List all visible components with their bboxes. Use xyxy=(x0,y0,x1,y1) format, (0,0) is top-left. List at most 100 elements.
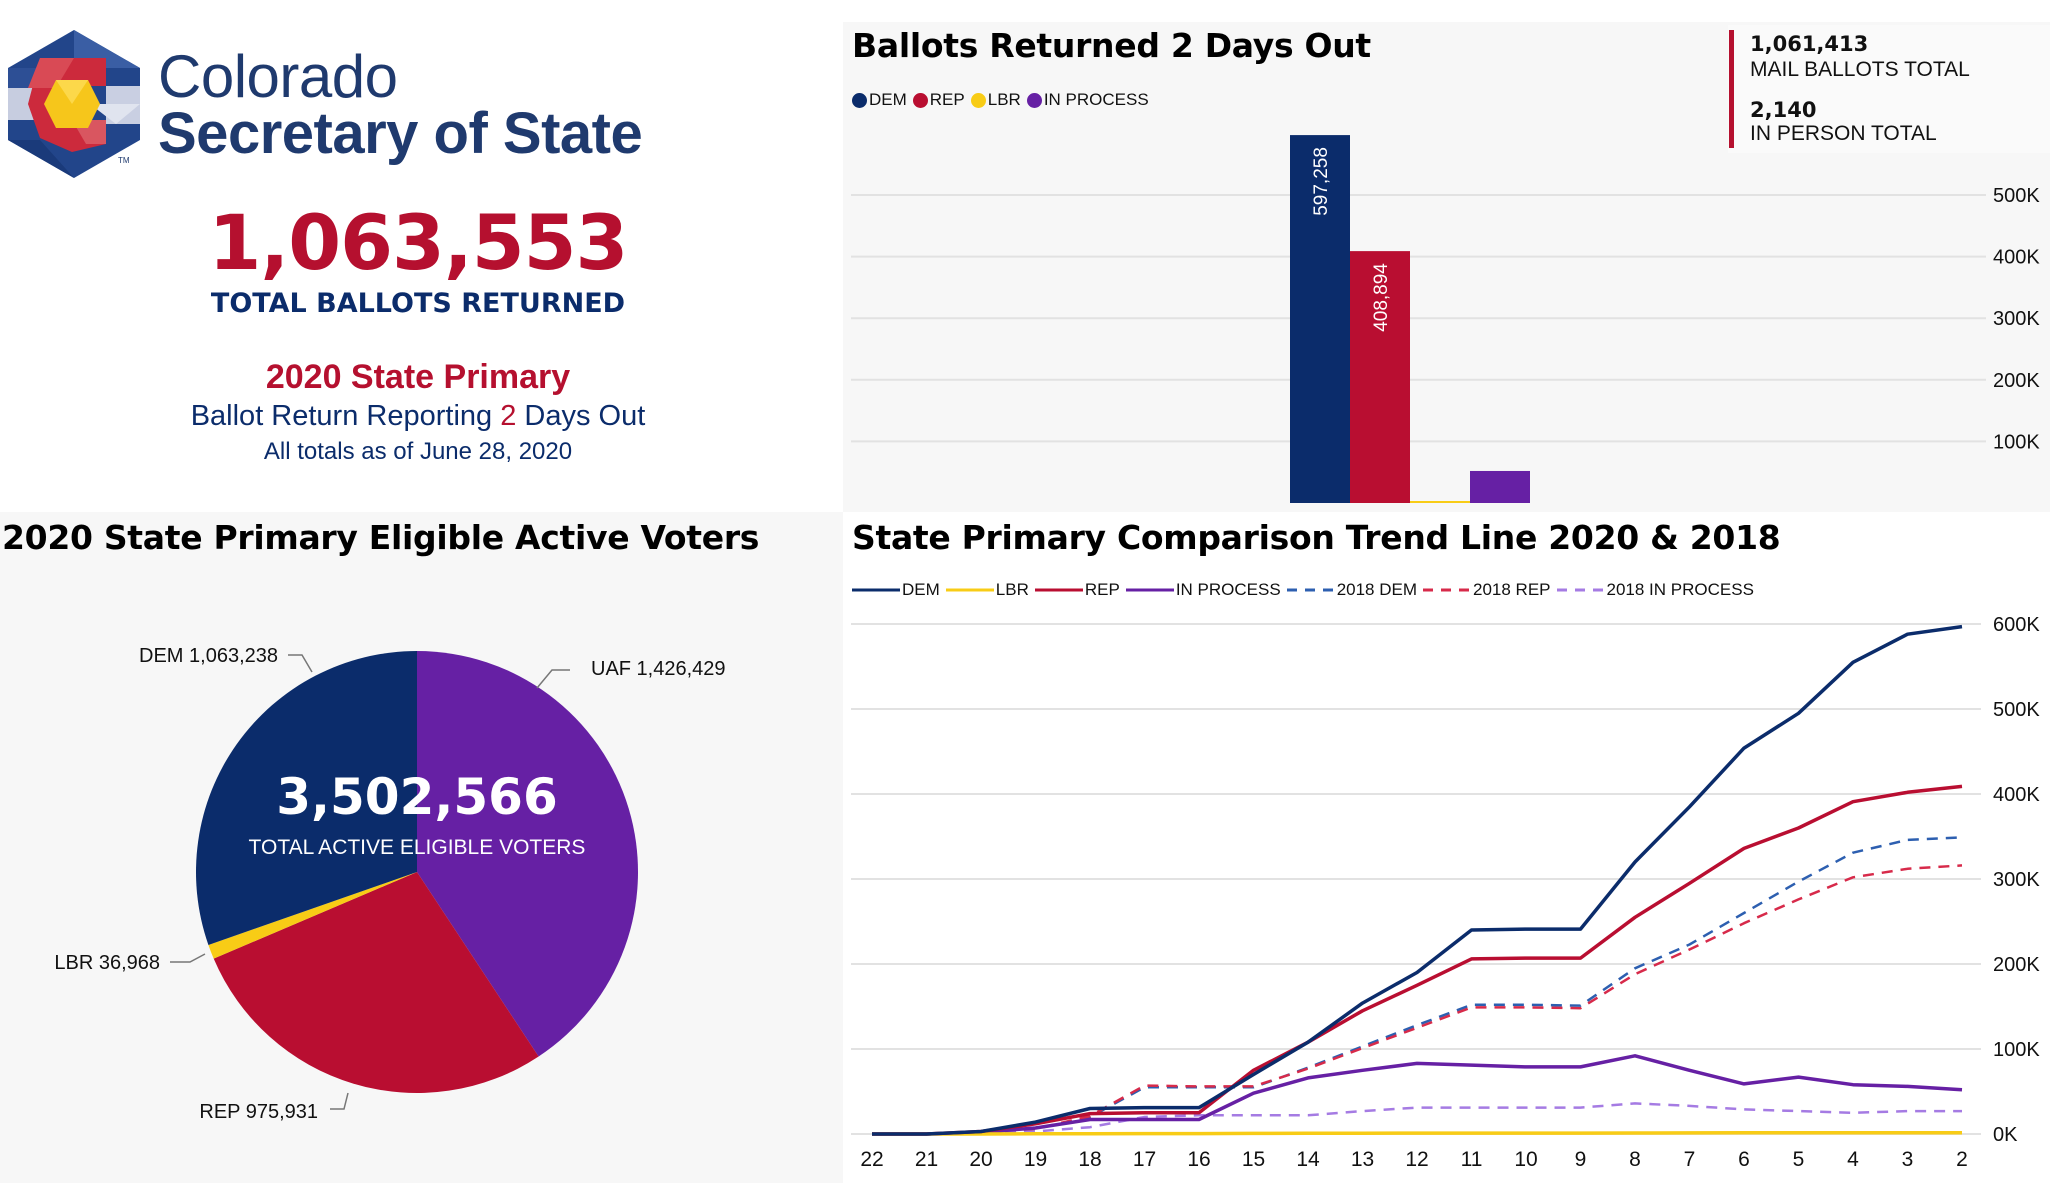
pie-slice-rep[interactable] xyxy=(213,872,539,1093)
legend-item-rep: REP xyxy=(1034,580,1120,600)
series-line-dem[interactable] xyxy=(872,624,1963,1136)
total-ballots-returned-value: 1,063,553 xyxy=(208,198,629,287)
line-x-tick-label: 7 xyxy=(1684,1148,1696,1171)
legend-item-2018-in-process: 2018 IN PROCESS xyxy=(1556,580,1754,600)
bar-dem[interactable] xyxy=(1290,135,1350,503)
legend-item-lbr: LBR xyxy=(945,580,1029,600)
legend-label: REP xyxy=(1084,580,1120,599)
line-x-tick-label: 22 xyxy=(860,1148,883,1171)
summary-panel xyxy=(0,0,843,512)
as-of-date: All totals as of June 28, 2020 xyxy=(263,438,573,465)
pie-slice-lbr[interactable] xyxy=(208,872,417,959)
series-line-lbr[interactable] xyxy=(872,1130,1962,1136)
legend-swatch xyxy=(1556,588,1605,592)
line-x-tick-label: 4 xyxy=(1847,1148,1859,1171)
bar-y-tick-label: 100K xyxy=(1993,431,2040,453)
legend-label: DEM xyxy=(902,580,940,599)
line-x-tick-label: 3 xyxy=(1902,1148,1914,1171)
line-x-tick-label: 6 xyxy=(1738,1148,1750,1171)
info-accent-bar xyxy=(1729,30,1734,148)
bar-chart-legend: DEM REP LBR IN PROCESS xyxy=(852,90,1149,110)
series-line-2018-in-process[interactable] xyxy=(872,1102,1962,1136)
bar-in-process[interactable] xyxy=(1470,470,1530,503)
pie-leader-line xyxy=(288,654,313,673)
legend-swatch xyxy=(1286,588,1335,592)
line-chart-title: State Primary Comparison Trend Line 2020… xyxy=(852,518,1781,557)
legend-item-2018-rep: 2018 REP xyxy=(1423,580,1551,600)
legend-item-lbr: LBR xyxy=(970,90,1021,110)
legend-item-2018-dem: 2018 DEM xyxy=(1286,580,1417,600)
legend-label: LBR xyxy=(987,90,1021,109)
pie-leader-line xyxy=(330,1092,349,1110)
legend-label: LBR xyxy=(995,580,1029,599)
line-x-tick-label: 20 xyxy=(969,1148,992,1171)
legend-item-dem: DEM xyxy=(852,580,940,600)
bar-y-tick-label: 200K xyxy=(1993,370,2040,392)
reporting-subtitle: Ballot Return Reporting 2 Days Out xyxy=(0,400,836,433)
line-x-tick-label: 8 xyxy=(1629,1148,1641,1171)
legend-swatch xyxy=(1034,588,1083,592)
legend-label: REP xyxy=(929,90,965,109)
line-x-tick-label: 14 xyxy=(1296,1148,1320,1171)
line-y-tick-label: 300K xyxy=(1993,869,2040,891)
line-x-tick-label: 17 xyxy=(1133,1148,1156,1171)
legend-label: 2018 IN PROCESS xyxy=(1606,580,1754,599)
pie-chart: UAF 1,426,429 REP 975,931 LBR 36,968 DEM 1,… xyxy=(54,645,726,1123)
series-line-2018-rep[interactable] xyxy=(872,864,1963,1136)
trademark-mark: TM xyxy=(118,156,130,165)
bar-rep[interactable] xyxy=(1350,251,1410,503)
legend-dot-rep xyxy=(912,92,928,108)
legend-item-in-process: IN PROCESS xyxy=(1125,580,1281,600)
org-name-line1: Colorado xyxy=(158,43,398,110)
bar-lbr[interactable] xyxy=(1410,501,1470,503)
line-x-tick-label: 2 xyxy=(1956,1148,1968,1171)
legend-item-in-process: IN PROCESS xyxy=(1026,90,1149,110)
mail-ballots-total-label: MAIL BALLOTS TOTAL xyxy=(1750,58,1970,81)
legend-label: DEM xyxy=(869,90,907,109)
line-chart-legend: DEM LBR REP IN PROCESS 2018 DEM 2018 REP 2018 … xyxy=(852,580,1760,600)
legend-swatch xyxy=(1125,588,1174,592)
pie-label-lbr: LBR 36,968 xyxy=(54,952,160,974)
ballot-type-totals-box xyxy=(1728,25,2050,153)
legend-dot-in-process xyxy=(1026,92,1042,108)
mail-ballots-total-value: 1,061,413 xyxy=(1750,32,1869,56)
line-y-tick-label: 100K xyxy=(1993,1039,2040,1061)
line-x-tick-label: 12 xyxy=(1405,1148,1428,1171)
pie-center-label: TOTAL ACTIVE ELIGIBLE VOTERS xyxy=(249,836,586,859)
line-x-tick-label: 21 xyxy=(915,1148,938,1171)
line-x-tick-label: 15 xyxy=(1242,1148,1265,1171)
line-x-tick-label: 11 xyxy=(1461,1148,1483,1171)
election-title: 2020 State Primary xyxy=(265,358,571,396)
bar-chart: 100K 200K 300K 400K 500K 597,258 408,894 xyxy=(851,135,2040,503)
reporting-prefix: Ballot Return Reporting xyxy=(190,400,501,432)
line-y-tick-label: 400K xyxy=(1993,784,2040,806)
legend-swatch xyxy=(852,588,900,592)
in-person-total-value: 2,140 xyxy=(1750,98,1817,122)
legend-label: IN PROCESS xyxy=(1043,90,1149,109)
legend-item-dem: DEM xyxy=(852,90,907,110)
colorado-logo-icon xyxy=(8,30,140,178)
legend-swatch xyxy=(945,588,994,592)
line-chart: 0K 100K 200K 300K 400K 500K 600K 22 21 20 19 18 17 16… xyxy=(851,614,2040,1171)
pie-slice-dem[interactable] xyxy=(196,651,417,945)
pie-label-rep: REP 975,931 xyxy=(199,1101,318,1123)
pie-label-uaf: UAF 1,426,429 xyxy=(591,658,726,680)
series-line-rep[interactable] xyxy=(872,784,1963,1136)
legend-dot-lbr xyxy=(970,92,986,108)
line-y-tick-label: 600K xyxy=(1993,614,2040,636)
pie-leader-line xyxy=(536,669,570,689)
pie-slice-uaf[interactable] xyxy=(417,651,639,1057)
pie-leader-line xyxy=(170,953,206,963)
line-chart-panel xyxy=(843,512,2050,1204)
line-x-tick-label: 9 xyxy=(1575,1148,1587,1171)
bar-data-label: 597,258 xyxy=(1311,147,1332,216)
in-person-total-label: IN PERSON TOTAL xyxy=(1750,122,1937,145)
reporting-suffix: Days Out xyxy=(516,400,646,432)
legend-item-rep: REP xyxy=(912,90,965,110)
pie-chart-title: 2020 State Primary Eligible Active Voter… xyxy=(2,518,760,557)
line-x-tick-label: 16 xyxy=(1187,1148,1210,1171)
line-x-tick-label: 13 xyxy=(1351,1148,1374,1171)
series-line-in-process[interactable] xyxy=(872,1054,1963,1136)
bar-y-tick-label: 500K xyxy=(1993,185,2040,207)
line-x-tick-label: 19 xyxy=(1024,1148,1047,1171)
